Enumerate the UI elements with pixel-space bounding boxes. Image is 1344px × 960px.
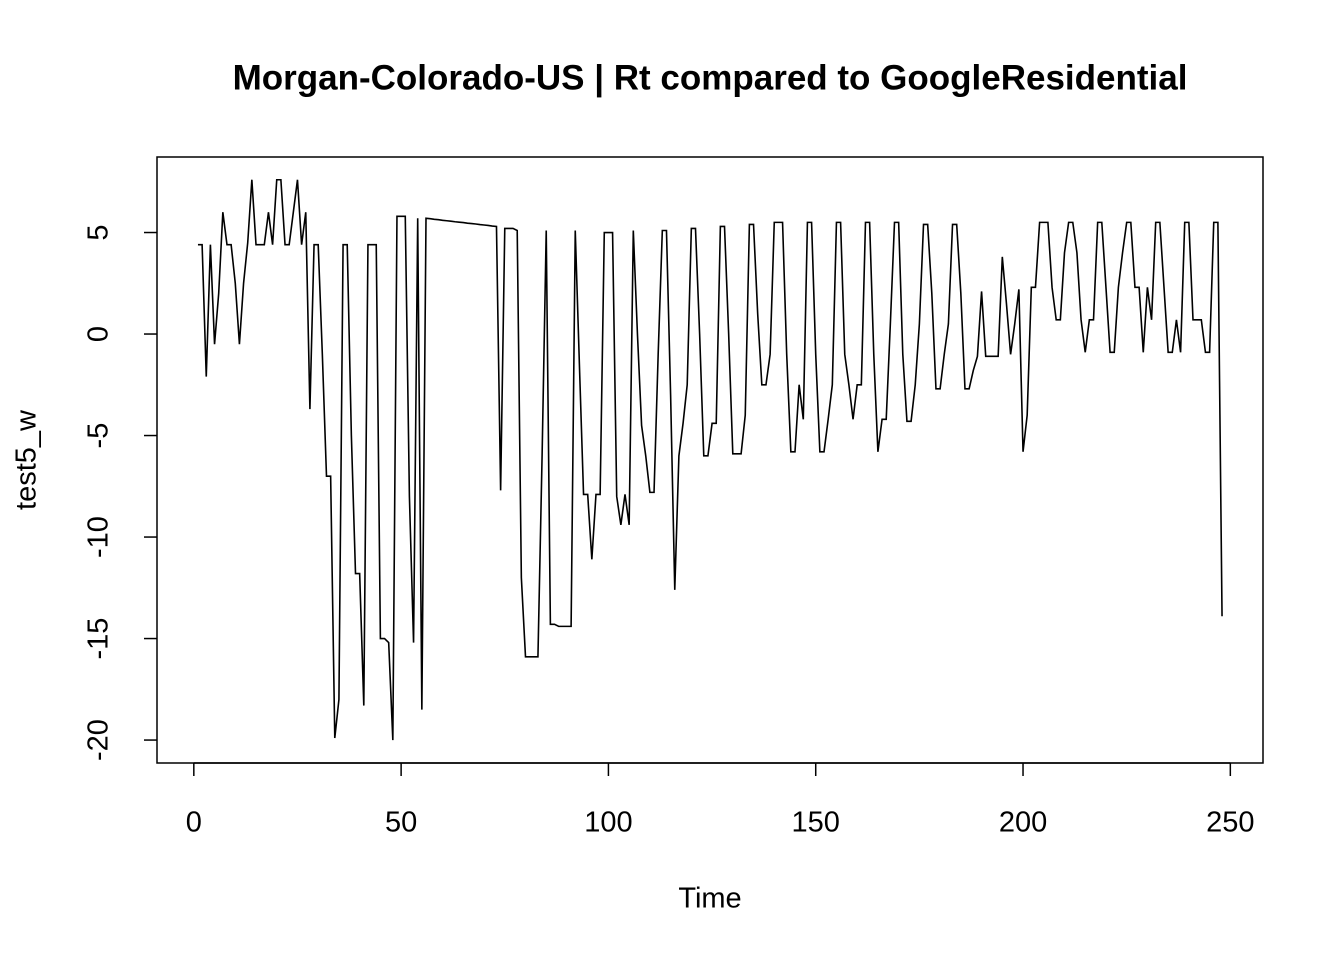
x-axis-label: Time — [678, 883, 741, 915]
y-tick-label: 5 — [83, 224, 115, 240]
chart-title: Morgan-Colorado-US | Rt compared to Goog… — [233, 58, 1188, 97]
x-tick-label: 100 — [584, 807, 632, 839]
y-tick-label: -20 — [83, 719, 115, 761]
y-tick-label: -5 — [83, 423, 115, 449]
y-tick-label: -10 — [83, 516, 115, 558]
y-tick-label: 0 — [83, 326, 115, 342]
x-tick-label: 0 — [186, 807, 202, 839]
x-tick-label: 50 — [385, 807, 417, 839]
y-tick-label: -15 — [83, 618, 115, 660]
data-line — [197, 178, 1223, 741]
y-axis-label: test5_w — [11, 409, 43, 510]
x-tick-label: 200 — [999, 807, 1047, 839]
x-tick-label: 150 — [792, 807, 840, 839]
x-tick-label: 250 — [1206, 807, 1254, 839]
